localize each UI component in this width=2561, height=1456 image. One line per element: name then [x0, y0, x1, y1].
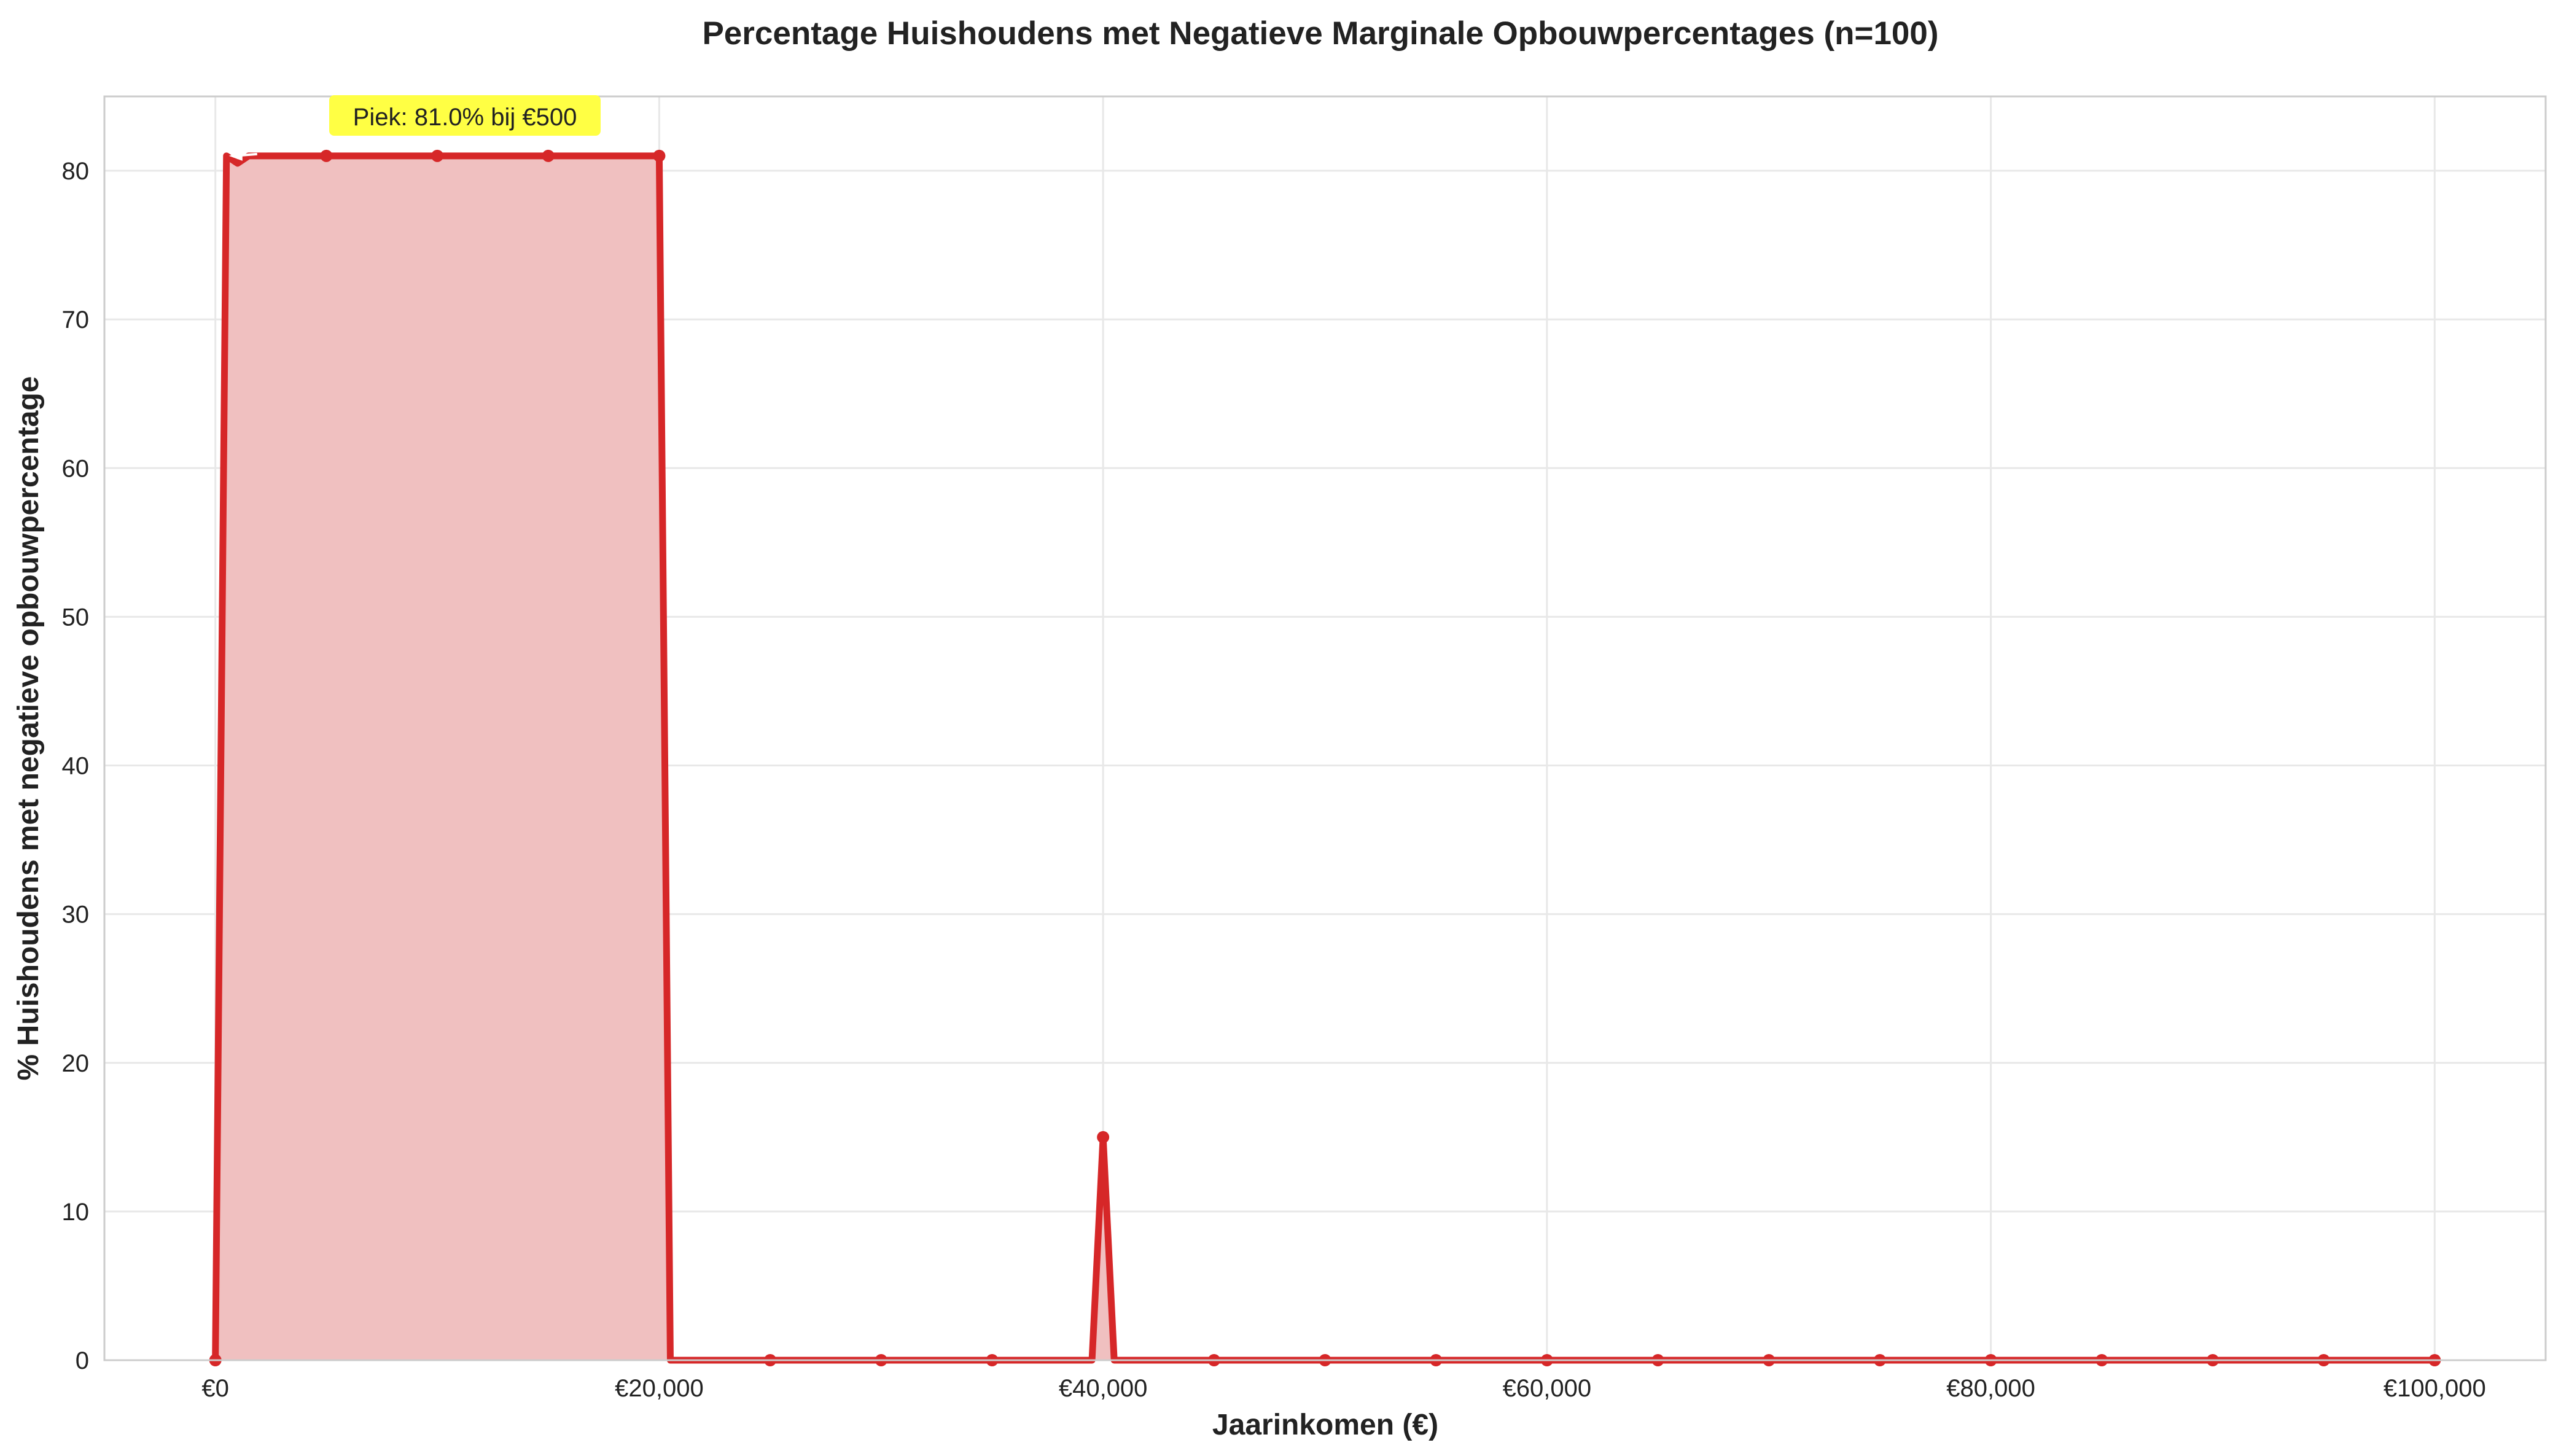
- y-axis-label: % Huishoudens met negatieve opbouwpercen…: [12, 376, 45, 1081]
- x-axis-ticks: €0 €20,000 €40,000 €60,000 €80,000 €100,000: [201, 1375, 2485, 1402]
- y-tick-label: 0: [76, 1347, 89, 1374]
- plot-frame: [103, 95, 2547, 1361]
- data-point: [1097, 1131, 1110, 1143]
- y-tick-label: 40: [62, 753, 90, 780]
- x-tick-label: €0: [201, 1375, 229, 1402]
- data-point: [653, 149, 666, 162]
- chart-title: Percentage Huishoudens met Negatieve Mar…: [702, 15, 1938, 52]
- x-tick-label: €20,000: [615, 1375, 704, 1402]
- x-axis-label: Jaarinkomen (€): [1212, 1409, 1438, 1441]
- y-tick-label: 80: [62, 158, 90, 185]
- y-tick-label: 10: [62, 1199, 90, 1226]
- x-tick-label: €60,000: [1503, 1375, 1592, 1402]
- data-point: [431, 149, 444, 162]
- x-tick-label: €40,000: [1059, 1375, 1148, 1402]
- y-tick-label: 60: [62, 455, 90, 482]
- x-tick-label: €80,000: [1946, 1375, 2035, 1402]
- y-tick-label: 30: [62, 901, 90, 928]
- data-point: [320, 149, 333, 162]
- y-tick-label: 20: [62, 1050, 90, 1077]
- y-tick-label: 50: [62, 604, 90, 631]
- annotation-arrowhead: [228, 150, 243, 161]
- annotation-box: [329, 95, 601, 136]
- data-point: [542, 149, 555, 162]
- x-tick-label: €100,000: [2384, 1375, 2486, 1402]
- series-area-fill: [215, 155, 2435, 1361]
- annotation-text: Piek: 81.0% bij €500: [353, 104, 577, 131]
- peak-annotation: Piek: 81.0% bij €500: [228, 95, 601, 161]
- y-tick-label: 70: [62, 306, 90, 333]
- y-axis-ticks: 0 10 20 30 40 50 60 70 80: [62, 158, 90, 1374]
